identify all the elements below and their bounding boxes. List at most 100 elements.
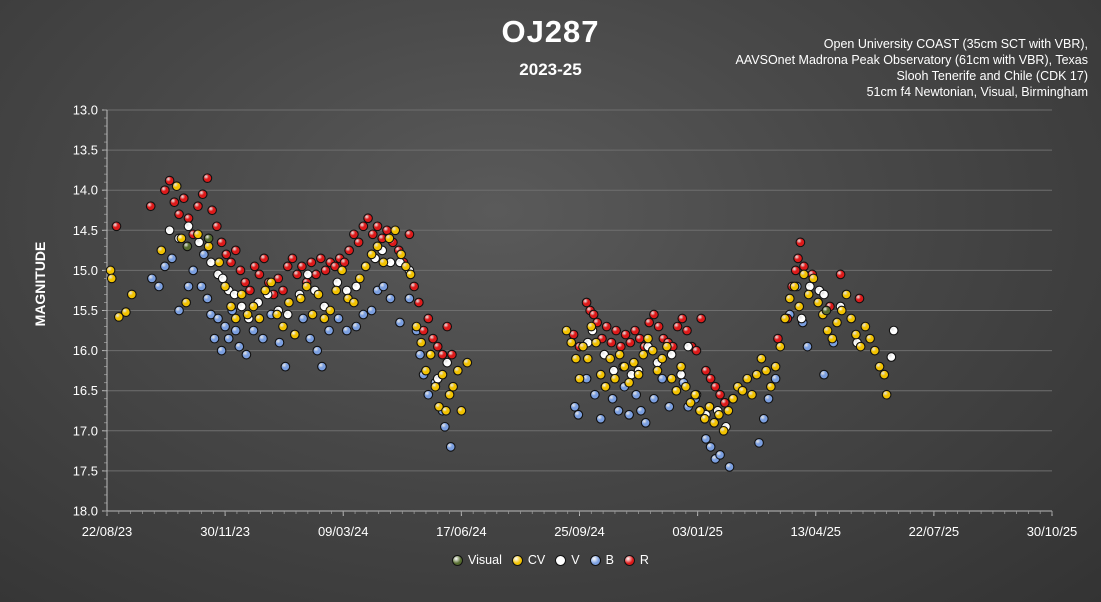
data-point-b (415, 349, 425, 360)
data-point-b (196, 281, 207, 292)
data-point-b (358, 309, 369, 320)
tick-labels: 13.0 13.5 14.0 14.5 15.0 15.5 16.0 16.5 17.0 17.5… (73, 103, 1078, 540)
data-point-cv (421, 365, 431, 376)
data-point-r (174, 209, 184, 220)
data-point-b (423, 389, 434, 400)
data-point-cv (709, 417, 720, 428)
data-point-cv (360, 261, 371, 272)
data-point-cv (354, 273, 365, 284)
data-point-cv (561, 325, 572, 336)
chart-subtitle: 2023-25 (519, 60, 582, 79)
legend-item-v: V (555, 553, 580, 567)
data-point-r (795, 237, 806, 248)
legend-swatch (452, 554, 464, 566)
data-point-cv (610, 373, 620, 384)
y-tick-label: 15.5 (73, 303, 98, 318)
data-point-b (324, 325, 334, 336)
data-point-cv (766, 381, 776, 392)
data-point-cv (813, 297, 823, 308)
data-point-cv (578, 341, 588, 352)
data-point-cv (230, 313, 241, 324)
data-point-cv (680, 381, 691, 392)
x-tick-label: 25/09/24 (554, 524, 605, 539)
data-point-cv (799, 269, 809, 280)
data-point-b (234, 341, 245, 352)
legend-label: R (639, 553, 649, 567)
data-point-r (330, 261, 340, 272)
data-point-r (437, 349, 448, 360)
data-point-cv (378, 257, 389, 268)
data-point-cv (226, 301, 236, 312)
data-point-cv (747, 389, 757, 400)
data-point-r (221, 249, 232, 260)
data-point-r (710, 381, 721, 392)
data-point-cv (633, 369, 644, 380)
data-point-cv (662, 341, 672, 352)
data-point-b (199, 249, 209, 260)
data-point-r (349, 229, 359, 240)
data-point-v (332, 277, 343, 288)
data-point-b (573, 409, 584, 420)
data-point-cv (242, 309, 253, 320)
data-point-v (302, 269, 313, 280)
data-point-cv (619, 361, 630, 372)
data-point-b (206, 309, 216, 320)
data-point-b (636, 405, 646, 416)
data-point-r (169, 197, 180, 208)
data-point-cv (836, 305, 847, 316)
observer-notes: Open University COAST (35cm SCT with VBR… (736, 36, 1088, 100)
data-point-b (213, 313, 223, 324)
data-point-r (606, 337, 617, 348)
data-point-cv (331, 285, 342, 296)
data-point-b (664, 401, 675, 412)
data-point-cv (832, 317, 842, 328)
data-point-r (423, 313, 434, 324)
data-point-r (315, 253, 326, 264)
data-point-r (696, 313, 707, 324)
legend-label: V (571, 553, 580, 567)
data-point-cv (614, 349, 625, 360)
data-point-cv (751, 369, 762, 380)
data-point-b (351, 321, 362, 332)
data-point-v (819, 289, 829, 300)
data-point-cv (121, 307, 131, 317)
data-point-cv (319, 313, 330, 324)
legend-label: B (605, 553, 614, 567)
data-point-r (799, 261, 809, 272)
legend: Visual CV V B R (0, 553, 1101, 567)
data-point-cv (366, 249, 377, 260)
data-point-cv (657, 353, 668, 364)
data-point-cv (855, 341, 866, 352)
data-point-b (395, 317, 405, 328)
data-point-b (317, 361, 327, 372)
data-point-r (197, 189, 208, 200)
data-point-cv (372, 241, 383, 252)
data-point-r (691, 345, 702, 356)
data-point-cv (770, 361, 781, 372)
data-point-b (202, 293, 213, 304)
data-point-cv (865, 333, 875, 344)
data-point-r (212, 221, 222, 232)
data-point-b (613, 405, 624, 416)
data-point-cv (384, 233, 395, 244)
data-point-r (649, 309, 659, 320)
data-point-b (333, 313, 344, 324)
data-point-b (763, 393, 774, 404)
note-line: 51cm f4 Newtonian, Visual, Birmingham (866, 85, 1088, 99)
data-point-b (154, 281, 164, 292)
data-point-cv (430, 381, 441, 392)
data-point-r (588, 309, 599, 320)
data-point-r (111, 221, 122, 232)
data-point-b (754, 437, 764, 448)
data-point-cv (337, 265, 347, 276)
data-point-cv (441, 405, 451, 416)
data-point-b (404, 293, 415, 304)
x-tick-label: 22/07/25 (909, 524, 960, 539)
data-point-r (672, 321, 683, 332)
data-point-v (217, 273, 228, 284)
data-point-r (273, 273, 284, 284)
data-point-r (773, 333, 783, 344)
data-point-b (216, 345, 227, 356)
data-point-visual (821, 305, 832, 316)
data-point-r (353, 237, 364, 248)
